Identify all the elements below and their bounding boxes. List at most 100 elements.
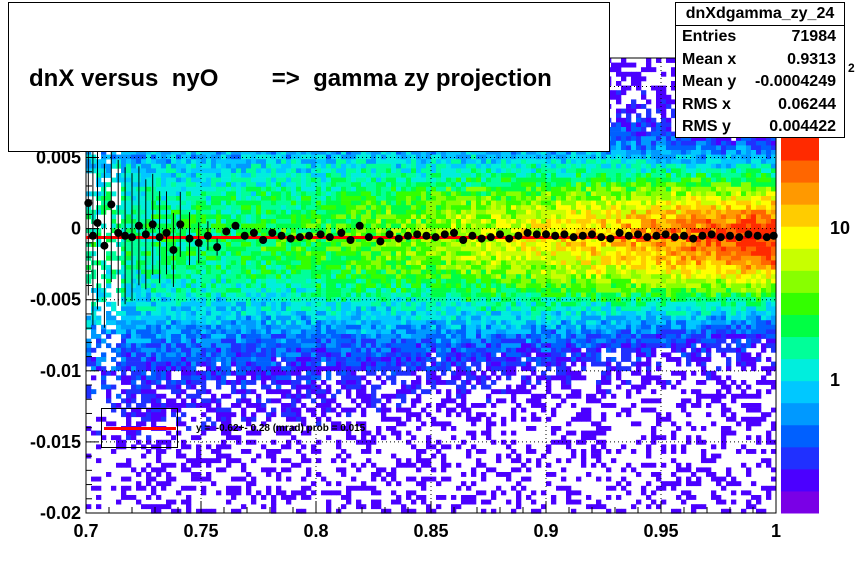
heatmap-cell [121,398,127,404]
heatmap-cell [396,458,402,464]
heatmap-cell [371,182,377,188]
heatmap-cell [321,412,327,418]
heatmap-cell [391,200,397,206]
heatmap-cell [391,196,397,201]
heatmap-cell [161,246,167,252]
heatmap-cell [281,297,287,303]
heatmap-cell [386,260,392,266]
heatmap-cell [146,255,152,261]
heatmap-cell [341,274,347,280]
heatmap-cell [156,168,162,174]
heatmap-cell [286,168,292,174]
heatmap-cell [416,329,422,335]
heatmap-cell [301,177,307,183]
heatmap-cell [311,352,317,358]
heatmap-cell [136,159,142,165]
heatmap-cell [371,370,377,376]
heatmap-cell [241,288,247,293]
heatmap-cell [286,297,292,303]
heatmap-cell [126,288,132,293]
heatmap-cell [301,200,307,206]
heatmap-cell [291,338,297,344]
heatmap-cell [396,214,402,220]
heatmap-cell [241,186,247,192]
heatmap-cell [416,301,422,307]
heatmap-cell [246,196,252,201]
heatmap-cell [176,416,182,422]
heatmap-cell [401,219,407,224]
heatmap-cell [316,301,322,307]
heatmap-cell [141,205,147,211]
heatmap-cell [151,246,157,252]
heatmap-cell [291,288,297,293]
heatmap-cell [301,196,307,201]
heatmap-cell [156,242,162,247]
heatmap-cell [376,338,382,344]
heatmap-cell [286,329,292,335]
heatmap-cell [396,223,402,229]
heatmap-cell [86,384,92,390]
heatmap-cell [201,182,207,188]
heatmap-cell [336,306,342,312]
heatmap-cell [201,306,207,312]
heatmap-cell [176,311,182,316]
heatmap-cell [171,311,177,316]
heatmap-cell [141,283,147,289]
heatmap-cell [301,182,307,188]
heatmap-cell [281,283,287,289]
heatmap-cell [286,366,292,372]
heatmap-cell [356,334,362,339]
heatmap-cell [241,393,247,399]
heatmap-cell [166,219,172,224]
heatmap-cell [186,278,192,284]
heatmap-cell [326,384,332,390]
heatmap-cell [246,361,252,367]
heatmap-cell [196,159,202,165]
heatmap-cell [216,274,222,280]
heatmap-cell [186,361,192,367]
heatmap-cell [416,196,422,201]
heatmap-cell [176,214,182,220]
heatmap-cell [291,205,297,211]
heatmap-cell [136,306,142,312]
heatmap-cell [386,347,392,353]
heatmap-cell [271,186,277,192]
heatmap-cell [171,403,177,408]
heatmap-cell [166,265,172,270]
heatmap-cell [181,186,187,192]
heatmap-cell [161,251,167,257]
heatmap-cell [301,242,307,247]
heatmap-cell [296,324,302,330]
heatmap-cell [231,214,237,220]
heatmap-cell [291,278,297,284]
heatmap-cell [366,228,372,234]
heatmap-cell [271,375,277,381]
heatmap-cell [331,398,337,404]
heatmap-cell [416,274,422,280]
heatmap-cell [316,186,322,192]
heatmap-cell [241,380,247,385]
heatmap-cell [186,196,192,201]
heatmap-cell [351,320,357,326]
heatmap-cell [311,223,317,229]
heatmap-cell [366,219,372,224]
heatmap-cell [116,499,122,505]
heatmap-cell [201,232,207,238]
heatmap-cell [161,320,167,326]
heatmap-cell [311,297,317,303]
heatmap-cell [376,347,382,353]
heatmap-cell [241,242,247,247]
heatmap-cell [346,232,352,238]
heatmap-cell [381,407,387,413]
heatmap-cell [281,467,287,473]
heatmap-cell [176,324,182,330]
heatmap-cell [131,292,137,298]
heatmap-cell [216,380,222,385]
heatmap-cell [206,370,212,376]
heatmap-cell [131,329,137,335]
heatmap-cell [316,209,322,215]
heatmap-cell [151,421,157,427]
heatmap-cell [91,430,97,436]
heatmap-cell [396,196,402,201]
heatmap-cell [181,320,187,326]
